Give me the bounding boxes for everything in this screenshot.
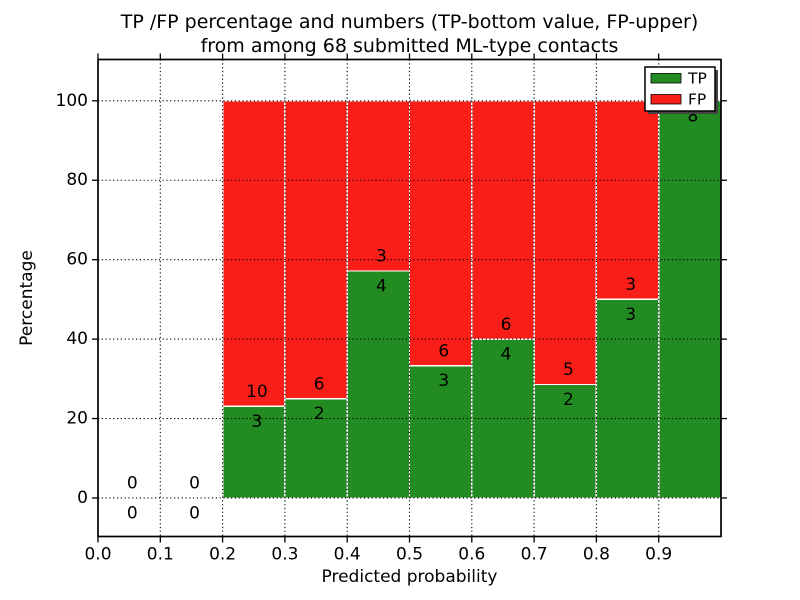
legend-fp-swatch	[650, 94, 682, 105]
legend-tp-swatch	[650, 73, 682, 84]
x-tick-label-0.2: 0.2	[209, 545, 236, 565]
legend-tp-label: TP	[687, 70, 707, 88]
chart-title-line-2: from among 68 submitted ML-type contacts	[200, 35, 619, 57]
x-tick-label-0.0: 0.0	[84, 545, 111, 565]
x-tick-label-0.7: 0.7	[521, 545, 548, 565]
annotation-fp-count-0.6: 6	[501, 315, 512, 335]
bar-fp-0.2	[221, 100, 286, 408]
annotation-fp-count-0.1: 0	[189, 474, 200, 494]
x-tick-label-0.3: 0.3	[271, 545, 298, 565]
legend-fp-label: FP	[688, 91, 706, 109]
y-tick-label-20: 20	[66, 409, 88, 429]
y-axis-label: Percentage	[17, 250, 37, 346]
chart-title-line-1: TP /FP percentage and numbers (TP-bottom…	[120, 11, 699, 33]
annotation-fp-count-0.2: 10	[246, 382, 268, 402]
bar-tp-0.8	[595, 298, 660, 499]
y-tick-label-0: 0	[77, 488, 88, 508]
annotation-tp-count-0.1: 0	[189, 503, 200, 523]
y-tick-label-80: 80	[66, 170, 88, 190]
annotation-fp-count-0: 0	[127, 474, 138, 494]
y-tick-label-100: 100	[56, 91, 88, 111]
annotation-tp-count-0.3: 2	[314, 404, 325, 424]
x-tick-label-0.1: 0.1	[147, 545, 174, 565]
annotation-tp-count-0.5: 3	[438, 371, 449, 391]
annotation-tp-count-0.7: 2	[563, 390, 574, 410]
y-tick-label-60: 60	[66, 250, 88, 270]
y-tick-label-40: 40	[66, 329, 88, 349]
bar-tp-0.4	[346, 270, 411, 499]
x-tick-label-0.5: 0.5	[396, 545, 423, 565]
annotation-tp-count-0.8: 3	[625, 305, 636, 325]
annotation-tp-count-0.2: 3	[251, 412, 262, 432]
annotation-fp-count-0.5: 6	[438, 341, 449, 361]
x-axis-label: Predicted probability	[321, 567, 498, 587]
annotation-tp-count-0.9: 8	[688, 106, 699, 126]
x-tick-label-0.4: 0.4	[334, 545, 361, 565]
annotation-fp-count-0.8: 3	[625, 275, 636, 295]
bar-tp-0.2	[221, 405, 286, 499]
annotation-fp-count-0.3: 6	[314, 374, 325, 394]
x-tick-label-0.9: 0.9	[645, 545, 672, 565]
annotation-tp-count-0.4: 4	[376, 277, 387, 297]
x-tick-label-0.6: 0.6	[458, 545, 485, 565]
bar-tp-0.7	[533, 383, 598, 499]
bar-fp-0.3	[284, 100, 348, 400]
annotation-fp-count-0.4: 3	[376, 247, 387, 267]
annotation-fp-count-0.7: 5	[563, 360, 574, 380]
bar-tp-0.3	[284, 397, 348, 499]
bar-fp-0.4	[346, 100, 411, 272]
bar-fp-0.5	[408, 100, 473, 367]
bar-tp-0.9	[658, 100, 722, 499]
annotation-tp-count-0.6: 4	[501, 345, 512, 365]
x-tick-label-0.8: 0.8	[583, 545, 610, 565]
bar-fp-0.8	[595, 100, 660, 301]
bar-fp-0.6	[471, 100, 535, 340]
bar-fp-0.7	[533, 100, 598, 386]
annotation-tp-count-0: 0	[127, 503, 138, 523]
